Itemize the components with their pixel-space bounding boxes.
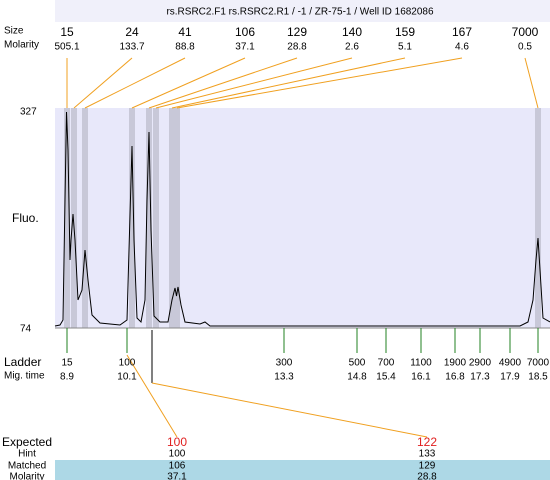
- ladder-time: 10.1: [117, 372, 137, 383]
- peak-band: [129, 108, 135, 328]
- ladder-size: 700: [378, 358, 395, 369]
- peak-molarity: 5.1: [398, 42, 412, 53]
- expected-row-label: Matched: [8, 461, 46, 472]
- ladder-time: 16.1: [411, 372, 431, 383]
- peak-size: 41: [178, 25, 192, 39]
- peak-size: 24: [125, 25, 139, 39]
- peak-size: 140: [342, 25, 362, 39]
- expected-row-label: Hint: [18, 449, 36, 460]
- y-bottom-label: 74: [20, 324, 32, 335]
- peak-size: 7000: [512, 25, 539, 39]
- peak-size: 167: [452, 25, 472, 39]
- matched-band: [55, 460, 550, 480]
- peak-molarity: 0.5: [518, 42, 532, 53]
- header-bar: [55, 0, 550, 22]
- ladder-size: 4900: [499, 358, 522, 369]
- expected-row-label: Expected: [2, 435, 52, 449]
- ladder-size: 7000: [527, 358, 550, 369]
- ladder-label: Ladder: [4, 355, 41, 369]
- peak-molarity: 28.8: [287, 42, 307, 53]
- expected-expected: 122: [417, 435, 437, 449]
- peak-link: [131, 57, 246, 109]
- ladder-size: 1100: [410, 358, 432, 369]
- header-title: rs.RSRC2.F1 rs.RSRC2.R1 / -1 / ZR-75-1 /…: [166, 7, 434, 18]
- peak-band: [169, 108, 175, 328]
- peak-size: 15: [60, 25, 74, 39]
- ladder-size: 1900: [444, 358, 467, 369]
- ladder-size: 500: [349, 358, 366, 369]
- ladder-time: 14.8: [347, 372, 367, 383]
- peak-molarity: 4.6: [455, 42, 469, 53]
- peak-band: [535, 108, 541, 328]
- peak-molarity: 505.1: [54, 42, 79, 53]
- ladder-time: 15.4: [376, 372, 396, 383]
- ladder-time: 13.3: [274, 372, 294, 383]
- ladder-time: 8.9: [60, 372, 74, 383]
- ladder-size: 15: [61, 358, 73, 369]
- peak-size: 159: [395, 25, 415, 39]
- peak-link: [148, 57, 298, 109]
- y-axis-title: Fluo.: [12, 211, 39, 225]
- expected-link: [126, 354, 178, 438]
- peak-size: 106: [235, 25, 255, 39]
- peak-link: [524, 57, 539, 109]
- ladder-time: 16.8: [445, 372, 465, 383]
- expected-molarity: 37.1: [167, 472, 187, 480]
- ladder-size: 2900: [469, 358, 492, 369]
- y-top-label: 327: [20, 107, 37, 118]
- peak-molarity: 2.6: [345, 42, 359, 53]
- expected-molarity: 28.8: [417, 472, 437, 480]
- peak-link: [176, 57, 463, 109]
- size-row-label: Size: [4, 26, 24, 37]
- peak-link: [84, 57, 186, 109]
- ladder-time: 18.5: [528, 372, 548, 383]
- peak-band: [146, 108, 152, 328]
- peak-molarity: 88.8: [175, 42, 195, 53]
- peak-band: [174, 108, 180, 328]
- ladder-size: 100: [119, 358, 136, 369]
- peak-molarity: 133.7: [119, 42, 144, 53]
- peak-link: [171, 57, 406, 109]
- ladder-time: 17.9: [500, 372, 520, 383]
- expected-link: [151, 382, 428, 438]
- expected-matched: 106: [169, 461, 186, 472]
- peak-band: [82, 108, 88, 328]
- expected-matched: 129: [419, 461, 436, 472]
- molarity-row-label: Molarity: [4, 40, 39, 51]
- peak-band: [153, 108, 159, 328]
- expected-row-label: Molarity: [9, 472, 44, 480]
- peak-size: 129: [287, 25, 307, 39]
- peak-bands: [64, 108, 541, 328]
- expected-table: ExpectedHintMatchedMolarity10010010637.1…: [2, 435, 437, 480]
- peak-band: [64, 108, 70, 328]
- expected-hint: 100: [169, 449, 186, 460]
- peak-molarity: 37.1: [235, 42, 255, 53]
- peak-band: [71, 108, 77, 328]
- peak-link: [73, 57, 133, 109]
- expected-expected: 100: [167, 435, 187, 449]
- expected-hint: 133: [419, 449, 436, 460]
- peak-link: [155, 57, 353, 109]
- plot-area: [55, 108, 550, 328]
- mig-time-label: Mig. time: [4, 371, 45, 382]
- ladder-size: 300: [276, 358, 293, 369]
- ladder-time: 17.3: [470, 372, 490, 383]
- trace: [54, 111, 550, 327]
